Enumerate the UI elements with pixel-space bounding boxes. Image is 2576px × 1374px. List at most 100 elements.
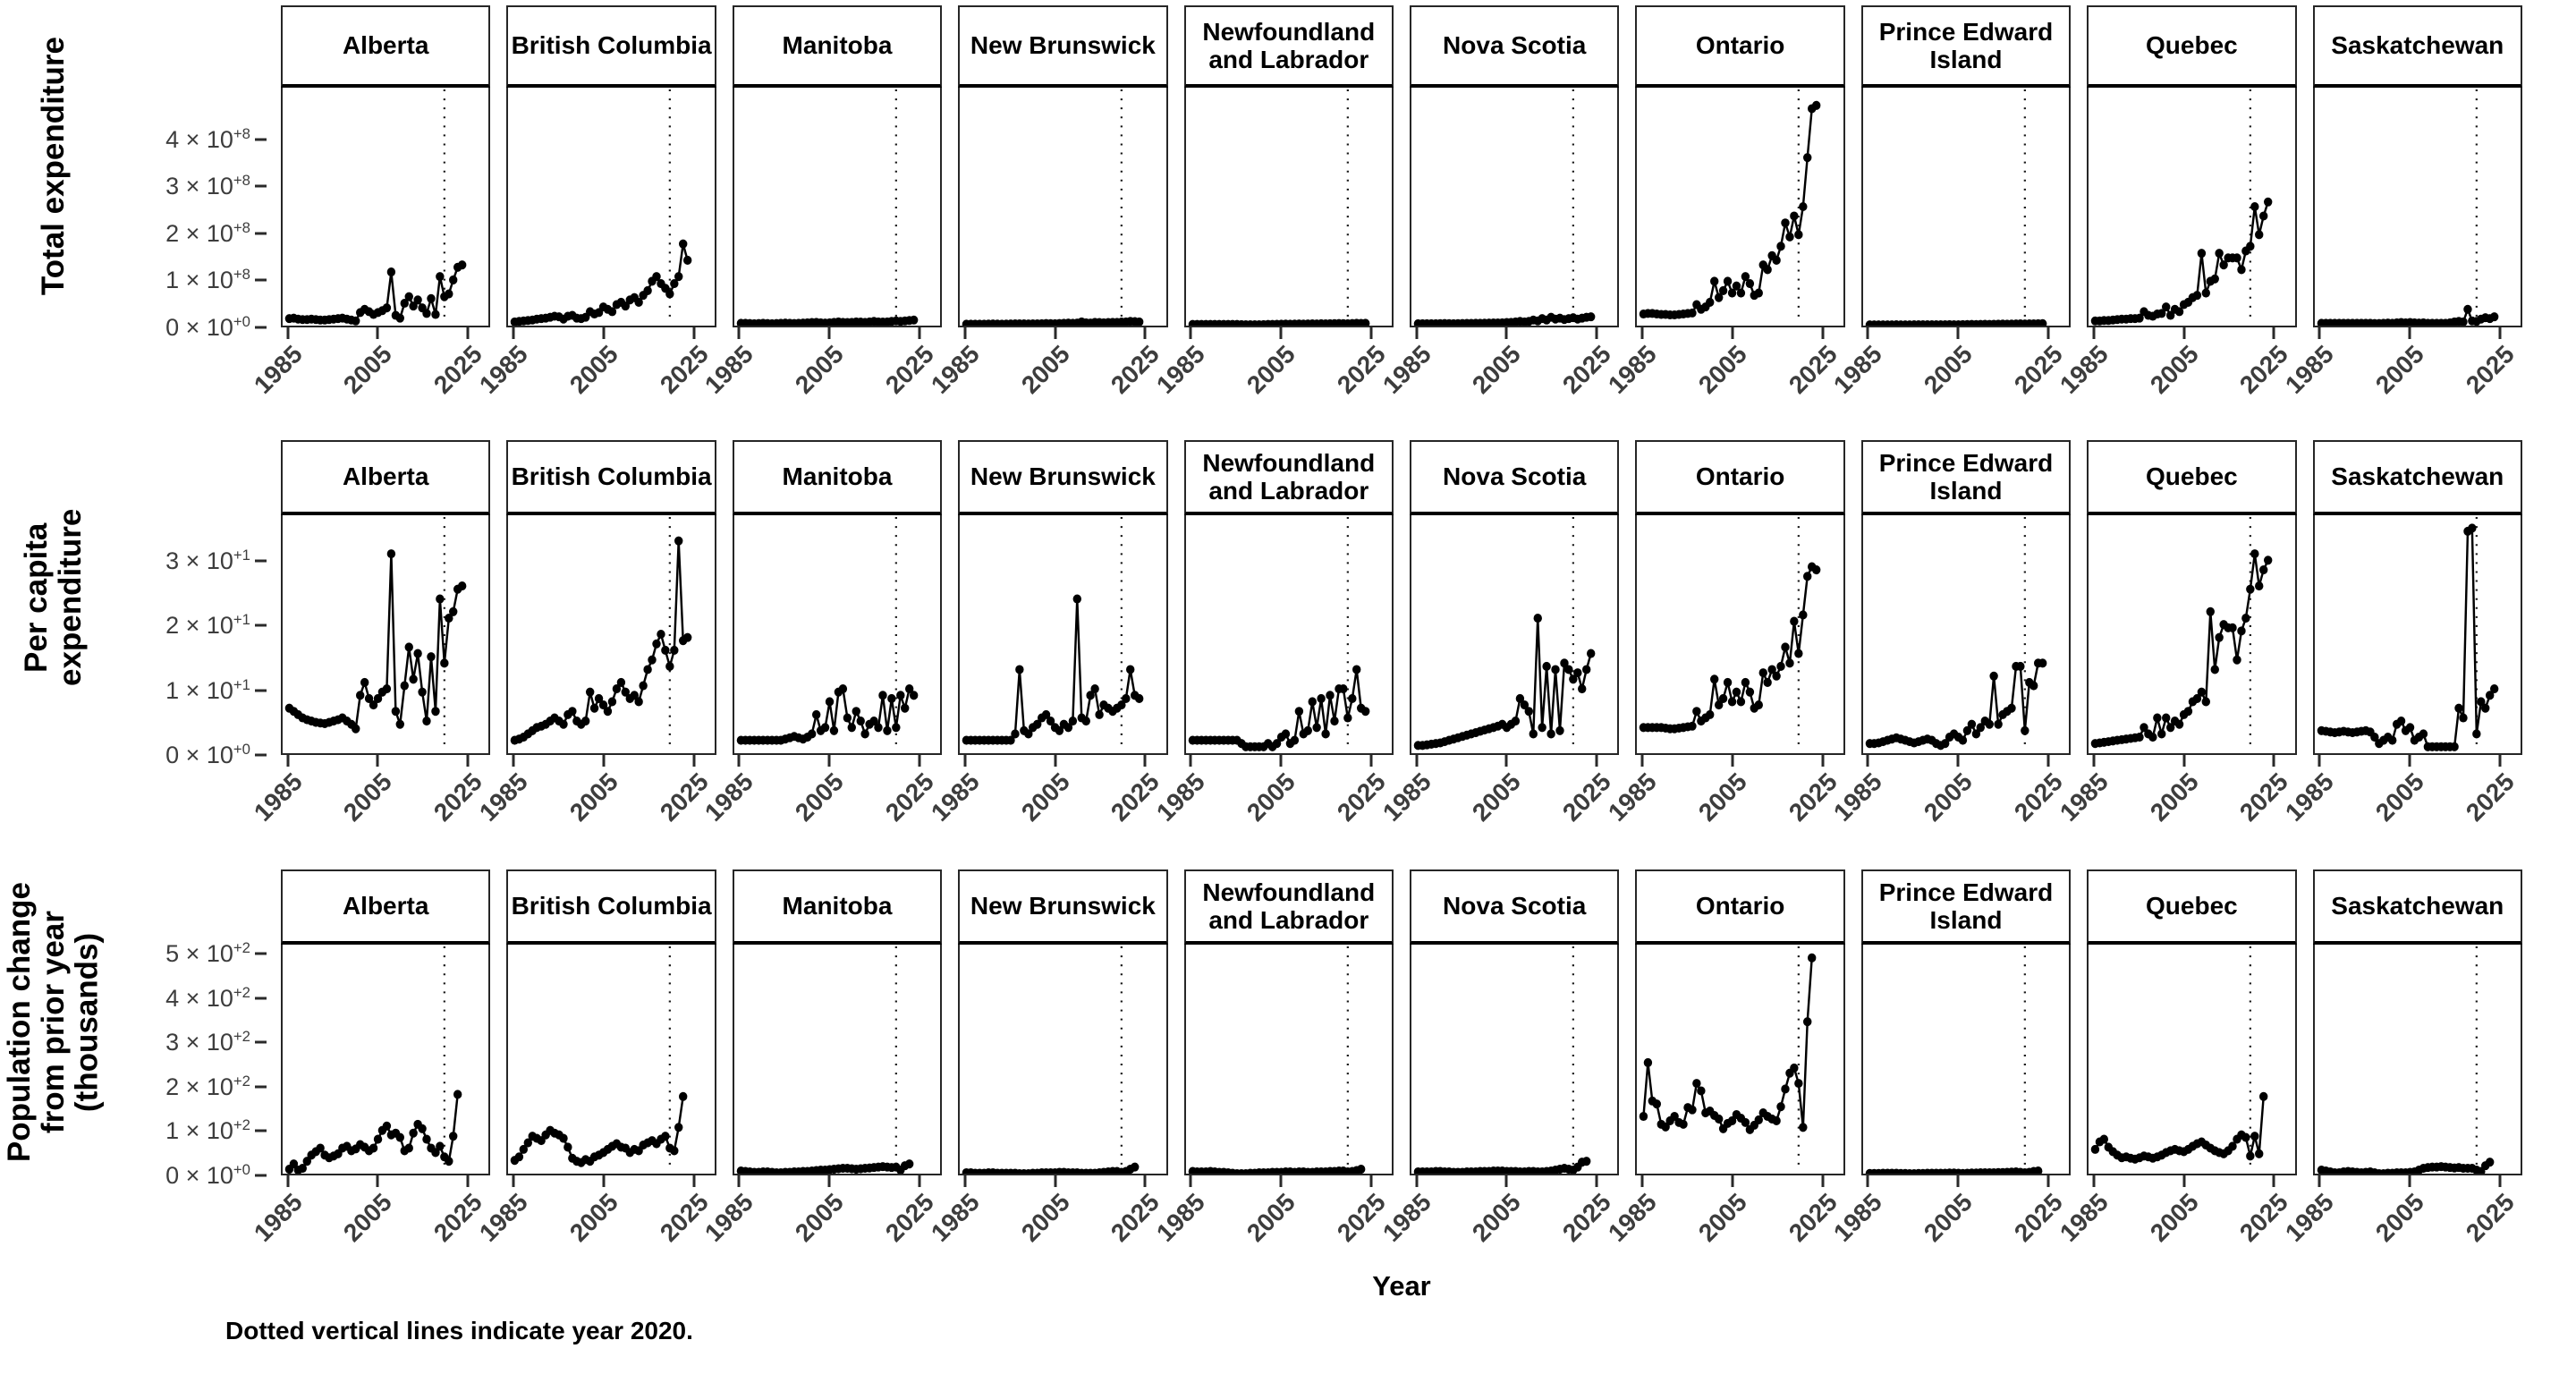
x-tick-mark <box>1956 1175 1960 1187</box>
data-point <box>825 697 835 707</box>
y-tick-mark <box>255 559 267 563</box>
data-point <box>1794 1079 1803 1089</box>
data-point <box>1767 665 1777 674</box>
data-point <box>2210 274 2220 284</box>
y-axis-gutter: 0 × 10+0 1 × 10+8 2 × 10+8 3 × 10+8 4 × 10+8 <box>114 88 267 341</box>
x-tick-mark <box>737 327 741 339</box>
plot-area <box>732 945 943 1175</box>
data-point <box>1724 677 1733 687</box>
data-point <box>1812 100 1821 110</box>
data-point <box>1670 1111 1680 1122</box>
data-point <box>1312 723 1321 733</box>
data-point <box>1338 684 1348 694</box>
x-tick-mark <box>737 1175 741 1187</box>
plot-area <box>732 515 943 755</box>
data-point <box>352 316 360 326</box>
facet-row-per-capita-expenditure: Per capita expenditure 0 × 10+0 1 × 10+1 2 … <box>19 440 2522 869</box>
data-point <box>670 1146 679 1156</box>
data-point <box>2259 1091 2268 1101</box>
data-point <box>2219 260 2229 270</box>
facet-strip-label: Prince Edward Island <box>1860 440 2072 515</box>
x-tick-mark <box>2318 755 2321 767</box>
data-point <box>599 700 608 710</box>
data-point <box>630 691 640 700</box>
y-tick-mark <box>255 232 267 235</box>
x-axis-ticks: 1985 2005 2025 <box>1603 327 1844 440</box>
data-point <box>2250 549 2259 559</box>
x-tick-label-text: 2005 <box>2144 340 2204 399</box>
data-point <box>2148 733 2157 742</box>
x-axis-title: Year <box>1372 1270 1431 1302</box>
data-point <box>1741 1117 1750 1127</box>
data-point <box>909 315 919 325</box>
x-axis-ticks: 1985 2005 2025 <box>474 755 716 869</box>
x-tick-mark <box>2408 755 2411 767</box>
data-point <box>679 239 688 249</box>
data-point <box>1325 691 1335 700</box>
x-axis-ticks: 1985 2005 2025 <box>926 755 1167 869</box>
x-tick-label-text: 2005 <box>790 768 850 827</box>
data-point <box>1719 285 1728 295</box>
x-tick-mark <box>1054 755 1057 767</box>
plot-area <box>506 515 716 755</box>
data-point <box>2183 707 2193 717</box>
plot-svg <box>2090 89 2273 326</box>
data-point <box>386 549 396 559</box>
facet-strip-label: Alberta <box>281 440 491 515</box>
data-point <box>838 684 847 694</box>
x-axis-ticks: 1985 2005 2025 <box>1151 755 1394 869</box>
data-point <box>639 681 648 691</box>
panel-manitoba-population-change: Manitoba 1985 2005 2025 <box>699 869 943 1268</box>
data-point <box>2162 302 2171 312</box>
facet-strip-label: Alberta <box>281 5 491 88</box>
data-point <box>608 697 617 707</box>
data-point <box>2246 1151 2255 1161</box>
data-point <box>904 1159 914 1169</box>
data-point <box>2250 201 2259 212</box>
plot-svg <box>736 517 919 751</box>
plot-area <box>1860 515 2072 755</box>
data-point <box>2369 733 2379 742</box>
x-tick-mark <box>2498 755 2502 767</box>
data-point <box>1772 255 1782 265</box>
data-point <box>369 1143 378 1153</box>
data-point <box>1640 1111 1648 1122</box>
data-point <box>1679 1119 1689 1129</box>
plot-svg <box>1640 517 1821 751</box>
data-point <box>657 629 666 640</box>
data-point <box>2175 307 2184 317</box>
data-point <box>382 303 392 313</box>
plot-area <box>1635 945 1845 1175</box>
plot-svg <box>1865 89 2047 326</box>
data-point <box>1746 279 1755 289</box>
data-point <box>1555 725 1564 735</box>
data-point <box>679 1091 688 1101</box>
data-point <box>409 301 418 311</box>
panel-quebec-per-capita-expenditure: Quebec 1985 2005 2025 <box>2055 440 2297 869</box>
data-point <box>613 684 622 694</box>
data-point <box>2264 556 2273 565</box>
panel-new-brunswick-total-expenditure: New Brunswick 1985 2005 2025 <box>926 5 1168 440</box>
data-point <box>1586 649 1596 658</box>
x-tick-label-text: 2005 <box>1919 768 1979 827</box>
x-tick-label-text: 2005 <box>1919 1188 1979 1247</box>
x-tick-mark <box>1821 327 1825 339</box>
data-point <box>1799 1123 1808 1132</box>
plot-svg <box>1413 517 1596 751</box>
data-point <box>1360 318 1369 326</box>
data-point <box>449 275 458 284</box>
x-tick-label-text: 2005 <box>790 1188 850 1247</box>
panel-ontario-per-capita-expenditure: Ontario 1985 2005 2025 <box>1603 440 1845 869</box>
data-point <box>2489 312 2498 322</box>
data-point <box>2090 1144 2100 1154</box>
data-point <box>1564 665 1573 674</box>
x-tick-mark <box>376 755 379 767</box>
plot-svg <box>1413 89 1596 326</box>
x-axis-ticks: 1985 2005 2025 <box>1603 1175 1844 1268</box>
x-axis-ticks: 1985 2005 2025 <box>1151 1175 1394 1268</box>
y-tick-label: 1 × 10+1 <box>165 675 250 704</box>
data-point <box>1135 693 1144 703</box>
data-point <box>1728 1115 1737 1125</box>
row-axis-title-text: Population change from prior year (thous… <box>2 882 105 1163</box>
plot-svg <box>511 946 688 1172</box>
